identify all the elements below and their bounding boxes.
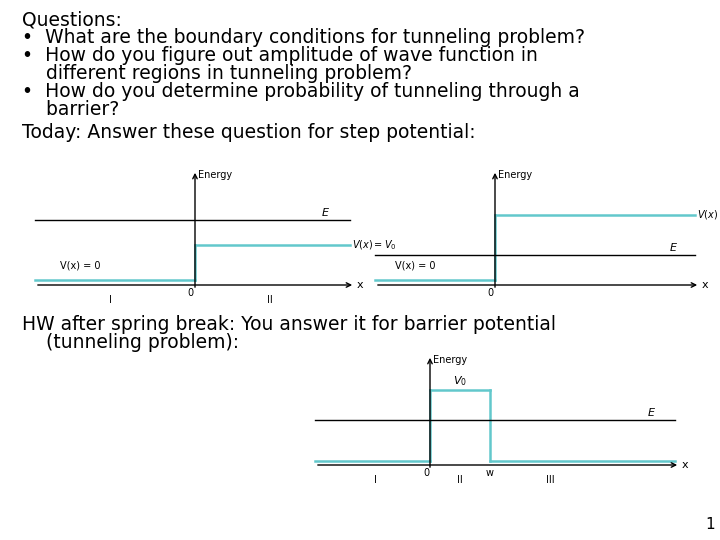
Text: $V(x) = V_0$: $V(x) = V_0$ <box>697 208 720 222</box>
Text: 1: 1 <box>705 517 715 532</box>
Text: (tunneling problem):: (tunneling problem): <box>22 333 239 352</box>
Text: E: E <box>648 408 655 418</box>
Text: •  What are the boundary conditions for tunneling problem?: • What are the boundary conditions for t… <box>22 28 585 47</box>
Text: I: I <box>374 475 377 485</box>
Text: x: x <box>357 280 364 290</box>
Text: Energy: Energy <box>433 355 467 365</box>
Text: 0: 0 <box>488 288 494 298</box>
Text: w: w <box>486 468 494 478</box>
Text: II: II <box>267 295 273 305</box>
Text: I: I <box>109 295 112 305</box>
Text: Today: Answer these question for step potential:: Today: Answer these question for step po… <box>22 124 476 143</box>
Text: Questions:: Questions: <box>22 10 122 29</box>
Text: x: x <box>682 460 688 470</box>
Text: HW after spring break: You answer it for barrier potential: HW after spring break: You answer it for… <box>22 315 556 334</box>
Text: $V(x) = V_0$: $V(x) = V_0$ <box>352 238 397 252</box>
Text: 0: 0 <box>423 468 429 478</box>
Text: $V_0$: $V_0$ <box>453 374 467 388</box>
Text: 0: 0 <box>188 288 194 298</box>
Text: V(x) = 0: V(x) = 0 <box>395 260 436 270</box>
Text: x: x <box>702 280 708 290</box>
Text: different regions in tunneling problem?: different regions in tunneling problem? <box>22 64 412 83</box>
Text: Energy: Energy <box>198 170 232 180</box>
Text: Energy: Energy <box>498 170 532 180</box>
Text: V(x) = 0: V(x) = 0 <box>60 260 101 270</box>
Text: III: III <box>546 475 554 485</box>
Text: barrier?: barrier? <box>22 100 120 119</box>
Text: II: II <box>457 475 463 485</box>
Text: •  How do you determine probability of tunneling through a: • How do you determine probability of tu… <box>22 82 580 101</box>
Text: E: E <box>322 208 329 218</box>
Text: E: E <box>670 243 677 253</box>
Text: •  How do you figure out amplitude of wave function in: • How do you figure out amplitude of wav… <box>22 46 538 65</box>
